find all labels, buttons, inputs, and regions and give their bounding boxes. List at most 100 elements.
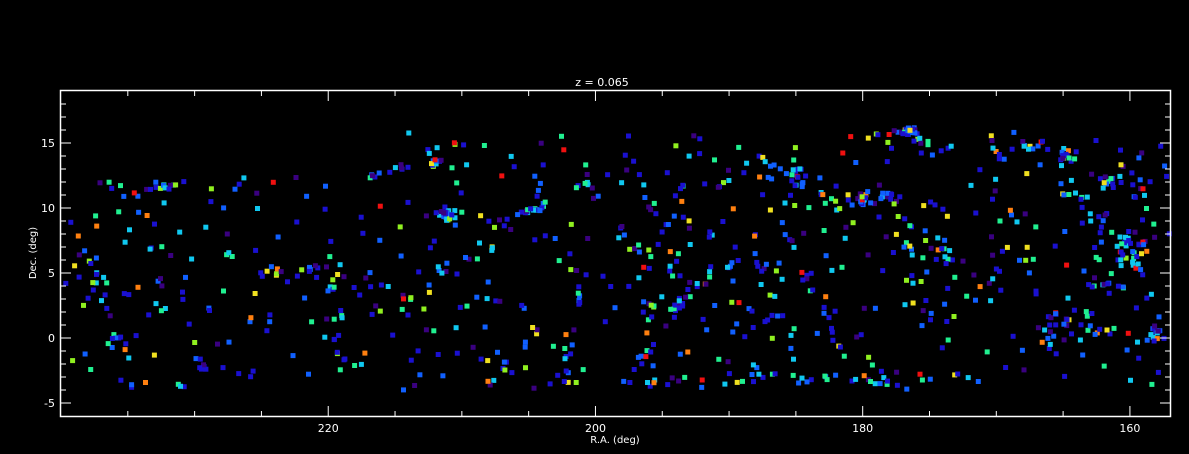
galaxy-point: [942, 254, 948, 260]
galaxy-point: [1128, 240, 1133, 246]
galaxy-point: [799, 181, 805, 187]
galaxy-point: [833, 198, 839, 204]
galaxy-point: [889, 192, 895, 197]
galaxy-point: [576, 284, 582, 290]
galaxy-point: [492, 224, 497, 230]
galaxy-point: [1155, 369, 1161, 375]
galaxy-point: [990, 196, 995, 202]
galaxy-point: [945, 337, 951, 343]
galaxy-point: [534, 327, 540, 333]
galaxy-point: [1117, 234, 1123, 240]
galaxy-point: [1155, 328, 1161, 334]
galaxy-point: [247, 319, 253, 325]
galaxy-point: [909, 273, 915, 279]
galaxy-point: [631, 367, 637, 372]
galaxy-point: [901, 244, 907, 250]
galaxy-point: [1021, 367, 1027, 373]
galaxy-point: [1133, 305, 1139, 311]
galaxy-point: [254, 190, 260, 196]
galaxy-point: [562, 346, 568, 351]
galaxy-point: [399, 306, 405, 312]
galaxy-point: [861, 305, 867, 311]
galaxy-point: [531, 385, 537, 391]
galaxy-point: [919, 323, 925, 329]
galaxy-point: [504, 216, 510, 222]
galaxy-point: [891, 201, 897, 207]
galaxy-point: [259, 273, 265, 279]
galaxy-point: [679, 198, 685, 204]
galaxy-point: [1066, 155, 1072, 161]
galaxy-point: [652, 377, 658, 383]
galaxy-point: [525, 207, 531, 213]
galaxy-point: [1014, 219, 1020, 225]
galaxy-point: [767, 292, 773, 298]
galaxy-point: [960, 258, 966, 264]
galaxy-point: [665, 222, 671, 227]
galaxy-point: [577, 293, 583, 299]
galaxy-point: [563, 332, 569, 338]
galaxy-point: [804, 272, 810, 278]
galaxy-point: [949, 257, 955, 263]
galaxy-point: [1097, 230, 1103, 236]
galaxy-point: [646, 265, 652, 271]
galaxy-point: [439, 270, 445, 276]
galaxy-point: [90, 287, 96, 293]
galaxy-point: [426, 289, 432, 295]
galaxy-point: [752, 233, 758, 239]
galaxy-point: [144, 186, 150, 192]
galaxy-point: [203, 224, 209, 230]
galaxy-point: [76, 252, 82, 258]
galaxy-point: [648, 349, 654, 355]
galaxy-point: [837, 344, 843, 350]
galaxy-point: [1137, 177, 1143, 183]
galaxy-point: [88, 261, 94, 266]
galaxy-point: [627, 380, 633, 385]
galaxy-point: [932, 202, 938, 208]
galaxy-point: [1093, 254, 1099, 260]
galaxy-point: [518, 209, 524, 215]
galaxy-point: [640, 309, 646, 315]
galaxy-point: [215, 341, 220, 347]
galaxy-point: [454, 271, 460, 277]
y-tick-label: 0: [48, 332, 55, 345]
galaxy-point: [886, 132, 892, 137]
galaxy-point: [797, 166, 803, 172]
galaxy-point: [534, 331, 540, 337]
galaxy-point: [685, 287, 691, 292]
galaxy-point: [192, 340, 198, 345]
galaxy-point: [1141, 242, 1147, 248]
plot-frame: [59, 89, 1172, 418]
galaxy-point: [744, 160, 750, 166]
galaxy-point: [148, 186, 153, 192]
galaxy-point: [1114, 243, 1120, 249]
galaxy-point: [1130, 249, 1136, 255]
galaxy-point: [1110, 185, 1116, 190]
galaxy-point: [1144, 337, 1150, 343]
galaxy-point: [644, 330, 650, 336]
galaxy-point: [872, 381, 878, 387]
galaxy-point: [868, 200, 874, 206]
galaxy-point: [1061, 192, 1067, 198]
galaxy-point: [398, 165, 404, 171]
galaxy-point: [406, 130, 412, 136]
galaxy-point: [550, 343, 556, 349]
galaxy-point: [1144, 295, 1150, 301]
galaxy-point: [925, 138, 931, 144]
galaxy-point: [655, 241, 661, 247]
galaxy-point: [653, 211, 659, 217]
galaxy-point: [904, 277, 909, 283]
galaxy-point: [532, 173, 538, 179]
galaxy-point: [109, 345, 115, 350]
galaxy-point: [727, 263, 733, 269]
galaxy-point: [1128, 377, 1133, 383]
galaxy-point: [975, 379, 981, 384]
galaxy-point: [398, 162, 404, 168]
galaxy-point: [638, 353, 644, 359]
galaxy-point: [920, 308, 926, 314]
galaxy-point: [104, 305, 110, 311]
galaxy-point: [135, 284, 141, 290]
galaxy-point: [707, 274, 713, 280]
galaxy-point: [868, 379, 873, 384]
galaxy-point: [903, 240, 909, 246]
galaxy-point: [858, 332, 864, 338]
